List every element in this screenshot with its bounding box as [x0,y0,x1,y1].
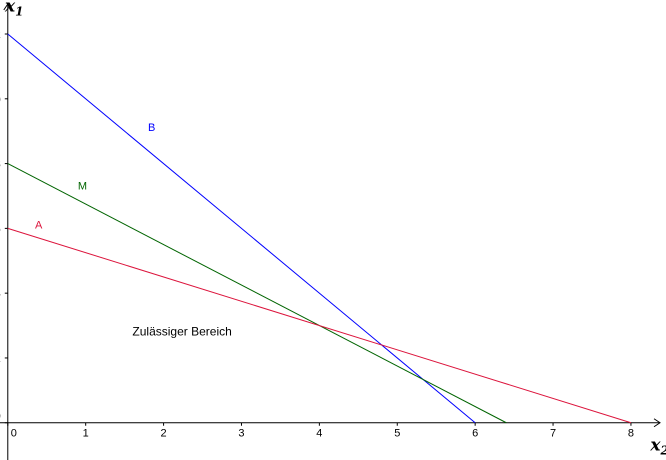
ticks: 012345678024681012 [0,29,634,440]
series-label-m: M [78,181,87,193]
y-axis-arrow [3,3,13,11]
x-tick-label: 8 [628,428,634,440]
series-label-b: B [148,122,155,134]
y-tick-label: 2 [0,353,1,365]
y-tick-label: 0 [0,411,1,423]
x-tick-label: 5 [394,428,400,440]
series-lines [7,33,632,424]
y-tick-label: 10 [0,94,1,106]
series-line-m [7,163,507,424]
y-axis-title-main: x [4,0,16,16]
x-tick-label: 3 [238,428,244,440]
x-tick-label: 1 [83,428,89,440]
x-tick-label: 7 [550,428,556,440]
x-tick-label: 4 [316,428,322,440]
y-tick-label: 12 [0,29,1,41]
y-axis-title-subscript: 1 [15,4,23,18]
x-axis-arrow [653,418,661,428]
y-tick-label: 6 [0,223,1,235]
x-tick-label: 2 [161,428,167,440]
x-tick-label: 6 [472,428,478,440]
x-axis-title: x2 [649,436,666,458]
series-line-a [7,227,632,424]
x-axis-title-subscript: 2 [660,444,666,458]
y-tick-label: 4 [0,288,1,300]
y-axis-title: x1 [4,0,24,18]
x-tick-label: 0 [11,428,17,440]
axes [0,3,661,460]
series-labels: B M A [35,122,155,231]
annotation-text: Zulässiger Bereich [132,324,231,338]
annotations: Zulässiger Bereich [132,324,231,338]
y-tick-label: 8 [0,159,1,171]
series-label-a: A [35,219,43,231]
x-axis-title-main: x [649,436,661,456]
series-line-b [7,33,476,424]
